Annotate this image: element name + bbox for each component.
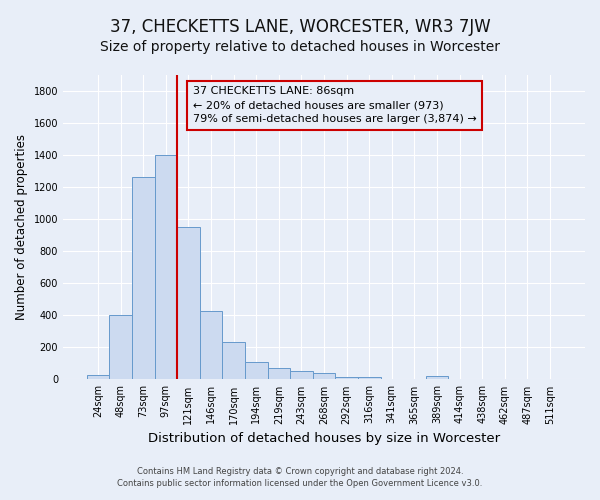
Bar — [426, 376, 448, 380]
Bar — [313, 373, 335, 380]
Text: Contains HM Land Registry data © Crown copyright and database right 2024.
Contai: Contains HM Land Registry data © Crown c… — [118, 466, 482, 487]
Bar — [155, 155, 177, 380]
Y-axis label: Number of detached properties: Number of detached properties — [15, 134, 28, 320]
Text: 37 CHECKETTS LANE: 86sqm
← 20% of detached houses are smaller (973)
79% of semi-: 37 CHECKETTS LANE: 86sqm ← 20% of detach… — [193, 86, 477, 124]
Bar — [109, 316, 132, 380]
Bar — [335, 377, 358, 380]
Bar — [177, 227, 200, 380]
Bar — [87, 376, 109, 380]
Bar — [290, 372, 313, 380]
Text: 37, CHECKETTS LANE, WORCESTER, WR3 7JW: 37, CHECKETTS LANE, WORCESTER, WR3 7JW — [110, 18, 490, 36]
Bar — [358, 377, 380, 380]
Bar — [223, 342, 245, 380]
X-axis label: Distribution of detached houses by size in Worcester: Distribution of detached houses by size … — [148, 432, 500, 445]
Text: Size of property relative to detached houses in Worcester: Size of property relative to detached ho… — [100, 40, 500, 54]
Bar — [245, 362, 268, 380]
Bar — [268, 368, 290, 380]
Bar — [200, 312, 223, 380]
Bar — [132, 176, 155, 380]
